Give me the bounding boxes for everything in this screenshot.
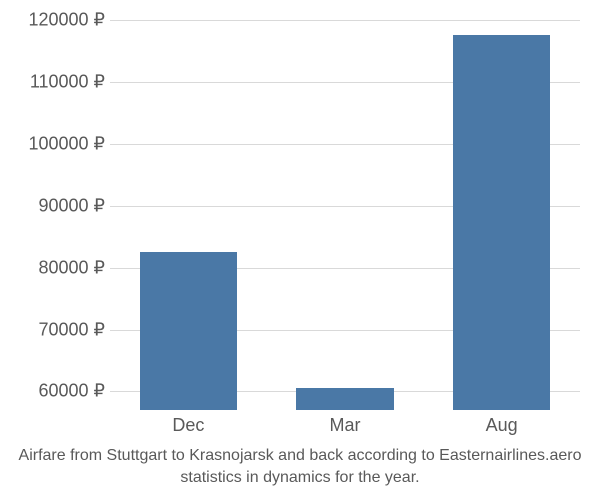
x-tick-label: Aug <box>486 415 518 436</box>
y-tick-label: 60000 ₽ <box>38 381 105 402</box>
grid-line <box>110 20 580 21</box>
x-tick-label: Dec <box>172 415 204 436</box>
y-tick-label: 110000 ₽ <box>30 71 105 92</box>
y-tick-label: 80000 ₽ <box>38 257 105 278</box>
y-tick-label: 90000 ₽ <box>38 195 105 216</box>
plot-area <box>110 20 580 410</box>
y-tick-label: 70000 ₽ <box>38 319 105 340</box>
y-tick-label: 120000 ₽ <box>28 10 105 31</box>
bar <box>296 388 393 410</box>
chart-caption: Airfare from Stuttgart to Krasnojarsk an… <box>0 445 600 488</box>
bar <box>453 35 550 410</box>
x-tick-label: Mar <box>330 415 361 436</box>
airfare-bar-chart: Airfare from Stuttgart to Krasnojarsk an… <box>0 0 600 500</box>
y-tick-label: 100000 ₽ <box>28 133 105 154</box>
bar <box>140 252 237 410</box>
